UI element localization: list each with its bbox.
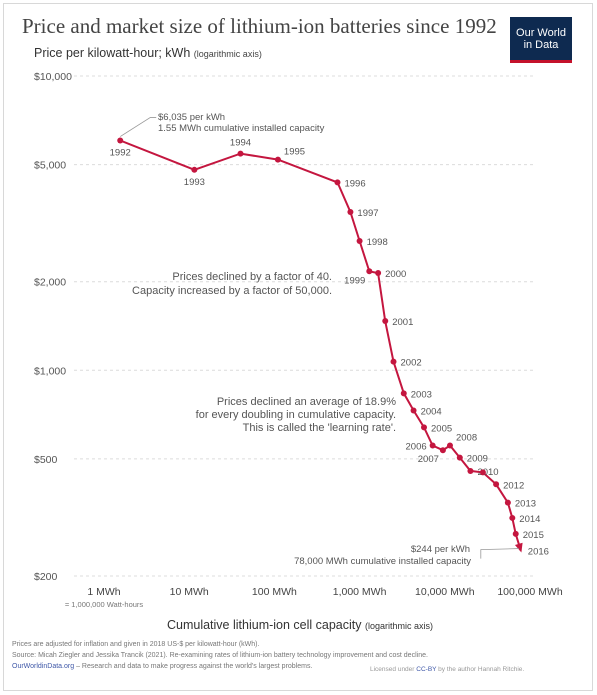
data-point-1995 bbox=[274, 156, 281, 163]
end-annotation-leader bbox=[480, 548, 519, 559]
data-label-2012: 2012 bbox=[503, 480, 524, 491]
data-point-1992 bbox=[117, 137, 124, 144]
data-point-2013 bbox=[504, 499, 511, 506]
x-tick-label: 100 MWh bbox=[252, 586, 297, 598]
owid-logo[interactable]: Our World in Data bbox=[510, 17, 572, 63]
logo-line-1: Our World bbox=[516, 26, 566, 39]
footer-license: Licensed under CC-BY by the author Hanna… bbox=[370, 666, 524, 673]
data-label-2005: 2005 bbox=[431, 423, 452, 434]
data-label-1996: 1996 bbox=[344, 178, 365, 189]
learning-annotation-line2: for every doubling in cumulative capacit… bbox=[196, 409, 396, 421]
x-axis-title-main: Cumulative lithium-ion cell capacity bbox=[167, 618, 365, 632]
license-post: by the author Hannah Ritchie. bbox=[436, 666, 525, 673]
start-annotation-leader bbox=[120, 117, 157, 137]
data-label-2003: 2003 bbox=[411, 389, 432, 400]
license-link[interactable]: CC-BY bbox=[416, 666, 437, 673]
y-axis-note: (logarithmic axis) bbox=[193, 49, 262, 59]
data-label-2016: 2016 bbox=[528, 547, 549, 558]
y-tick-label: $2,000 bbox=[34, 277, 66, 289]
data-point-2012 bbox=[493, 481, 500, 488]
footer-site-line: OurWorldinData.org – Research and data t… bbox=[12, 663, 312, 670]
data-point-1994 bbox=[237, 150, 244, 157]
series-line bbox=[119, 139, 522, 551]
data-point-2002 bbox=[390, 358, 397, 365]
y-tick-label: $1,000 bbox=[34, 365, 66, 377]
footer-source: Source: Micah Ziegler and Jessika Tranci… bbox=[12, 652, 428, 659]
x-tick-label: 1 MWh bbox=[87, 586, 120, 598]
y-tick-label: $10,000 bbox=[34, 71, 72, 83]
data-label-2006: 2006 bbox=[406, 442, 427, 453]
data-point-1993 bbox=[191, 166, 198, 173]
data-point-2011 bbox=[479, 469, 486, 476]
data-label-2000: 2000 bbox=[385, 269, 406, 280]
data-label-2015: 2015 bbox=[523, 530, 544, 541]
end-annotation-price: $244 per kWh bbox=[411, 544, 470, 555]
data-point-2006 bbox=[429, 442, 436, 449]
chart-title: Price and market size of lithium-ion bat… bbox=[22, 14, 497, 38]
data-point-2015 bbox=[512, 530, 519, 537]
data-point-2005 bbox=[421, 424, 428, 431]
learning-annotation-line1: Prices declined an average of 18.9% bbox=[217, 396, 396, 408]
start-annotation-capacity: 1.55 MWh cumulative installed capacity bbox=[158, 123, 325, 134]
data-point-2007 bbox=[439, 447, 446, 454]
data-point-1997 bbox=[347, 209, 354, 216]
x-axis-title: Cumulative lithium-ion cell capacity (lo… bbox=[167, 618, 433, 632]
site-tagline: – Research and data to make progress aga… bbox=[74, 663, 313, 670]
data-label-2004: 2004 bbox=[421, 407, 442, 418]
data-label-2002: 2002 bbox=[401, 358, 422, 369]
data-point-2001 bbox=[382, 318, 389, 325]
data-point-2009 bbox=[456, 454, 463, 461]
data-point-2014 bbox=[509, 514, 516, 521]
y-axis-title: Price per kilowatt-hour; kWh bbox=[34, 46, 191, 60]
y-tick-label: $200 bbox=[34, 571, 58, 583]
x-tick-label: 1,000 MWh bbox=[333, 586, 387, 598]
data-point-1996 bbox=[334, 179, 341, 186]
data-label-1992: 1992 bbox=[110, 148, 131, 159]
data-label-2001: 2001 bbox=[392, 317, 413, 328]
y-tick-label: $5,000 bbox=[34, 160, 66, 172]
data-label-2013: 2013 bbox=[515, 499, 536, 510]
data-label-2008: 2008 bbox=[456, 433, 477, 444]
data-point-2008 bbox=[446, 442, 453, 449]
site-link[interactable]: OurWorldinData.org bbox=[12, 663, 75, 670]
data-point-2000 bbox=[375, 270, 382, 277]
data-label-2010: 2010 bbox=[477, 467, 498, 478]
x-axis-title-note: (logarithmic axis) bbox=[365, 621, 433, 631]
data-label-2014: 2014 bbox=[519, 514, 540, 525]
data-label-1997: 1997 bbox=[357, 208, 378, 219]
data-label-1993: 1993 bbox=[184, 177, 205, 188]
start-annotation-price: $6,035 per kWh bbox=[158, 112, 225, 123]
x-tick-label: 100,000 MWh bbox=[497, 586, 563, 598]
data-point-2010 bbox=[467, 467, 474, 474]
decline-annotation-line2: Capacity increased by a factor of 50,000… bbox=[132, 285, 332, 297]
data-label-2009: 2009 bbox=[467, 454, 488, 465]
series-arrow bbox=[514, 542, 523, 553]
x-tick-note: = 1,000,000 Watt-hours bbox=[65, 600, 144, 609]
end-annotation-capacity: 78,000 MWh cumulative installed capacity bbox=[294, 556, 471, 567]
x-tick-label: 10,000 MWh bbox=[415, 586, 475, 598]
chart-subtitle: Price per kilowatt-hour; kWh (logarithmi… bbox=[34, 46, 262, 60]
footer-note: Prices are adjusted for inflation and gi… bbox=[12, 641, 260, 648]
data-point-2003 bbox=[400, 390, 407, 397]
data-label-1995: 1995 bbox=[284, 147, 305, 158]
data-label-2007: 2007 bbox=[418, 454, 439, 465]
data-label-1999: 1999 bbox=[344, 275, 365, 286]
y-tick-label: $500 bbox=[34, 454, 58, 466]
learning-annotation-line3: This is called the 'learning rate'. bbox=[243, 422, 396, 434]
data-point-2004 bbox=[410, 407, 417, 414]
decline-annotation-line1: Prices declined by a factor of 40. bbox=[172, 271, 332, 283]
data-point-1998 bbox=[356, 238, 363, 245]
data-point-1999 bbox=[366, 268, 373, 275]
data-label-1994: 1994 bbox=[230, 138, 251, 149]
x-tick-label: 10 MWh bbox=[170, 586, 209, 598]
logo-line-2: in Data bbox=[523, 38, 559, 51]
data-label-1998: 1998 bbox=[367, 237, 388, 248]
license-pre: Licensed under bbox=[370, 666, 417, 673]
